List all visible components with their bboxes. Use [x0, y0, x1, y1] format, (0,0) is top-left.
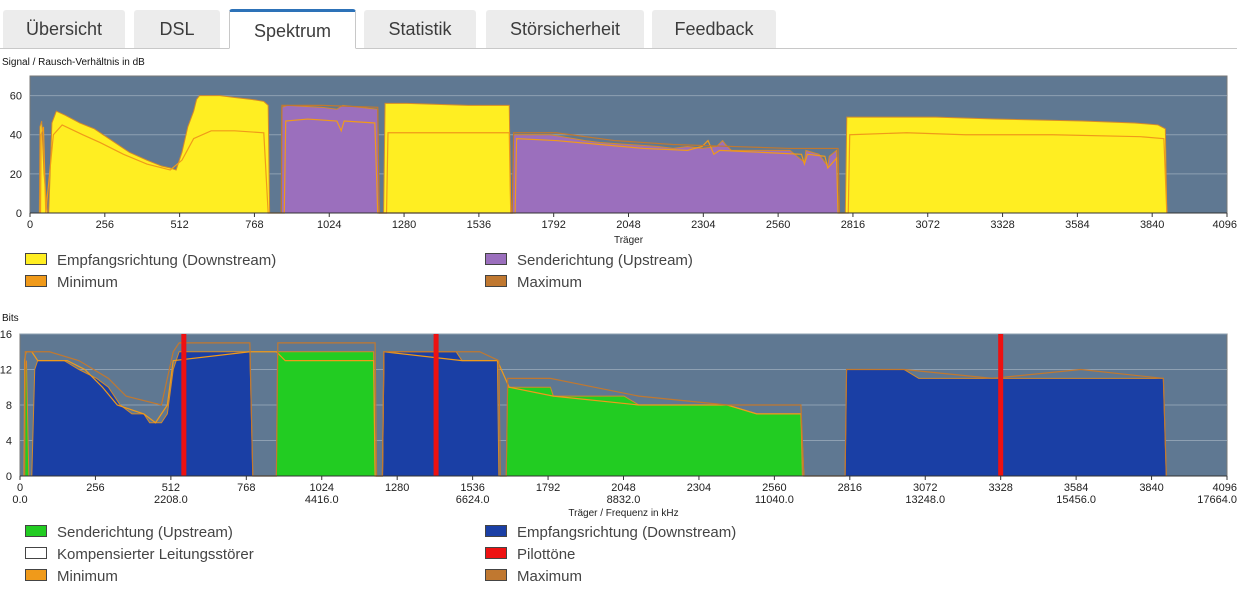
x-freq-tick-label: 11040.0 — [755, 494, 794, 506]
x-freq-tick-label: 4416.0 — [305, 494, 339, 506]
x-tick-label: 3328 — [988, 482, 1012, 494]
tab-dsl[interactable]: DSL — [134, 10, 220, 48]
bits-chart: 0 4 8 12 16 0 256 512 768 1024 1280 1536 1792 2048 230… — [0, 329, 1237, 519]
x-tick-label: 4096 — [1213, 219, 1237, 231]
x-tick-label: 1024 — [317, 219, 341, 231]
x-freq-tick-label: 8832.0 — [607, 494, 641, 506]
legend-label: Empfangsrichtung (Downstream) — [57, 252, 277, 269]
x-tick-label: 3840 — [1139, 482, 1163, 494]
x-tick-label: 3584 — [1064, 482, 1088, 494]
x-tick-label: 1536 — [460, 482, 484, 494]
x-tick-label: 1792 — [536, 482, 560, 494]
tab-bar: Übersicht DSL Spektrum Statistik Störsic… — [0, 0, 1237, 49]
tab-feedback[interactable]: Feedback — [652, 10, 776, 48]
legend-swatch — [25, 547, 47, 559]
tab-statistik[interactable]: Statistik — [364, 10, 476, 48]
x-tick-label: 1536 — [467, 219, 491, 231]
legend-swatch — [25, 525, 47, 537]
x-axis-title: Träger — [614, 235, 644, 246]
y-tick-label: 4 — [6, 436, 12, 448]
legend-swatch — [25, 569, 47, 581]
x-tick-label: 0 — [27, 219, 33, 231]
x-tick-label: 0 — [17, 482, 23, 494]
series-line — [23, 351, 805, 477]
x-tick-label: 256 — [86, 482, 104, 494]
legend-label: Pilottöne — [517, 546, 576, 563]
x-tick-label: 3840 — [1140, 219, 1164, 231]
legend-label: Empfangsrichtung (Downstream) — [517, 524, 737, 541]
x-tick-label: 2048 — [616, 219, 640, 231]
x-tick-label: 3072 — [916, 219, 940, 231]
x-tick-label: 3584 — [1065, 219, 1089, 231]
legend-label: Kompensierter Leitungsstörer — [57, 546, 254, 563]
x-tick-label: 768 — [245, 219, 263, 231]
x-tick-label: 512 — [162, 482, 180, 494]
x-tick-label: 512 — [170, 219, 188, 231]
bits-chart-title: Bits — [2, 313, 19, 324]
x-freq-tick-label: 13248.0 — [905, 494, 945, 506]
y-tick-label: 40 — [10, 130, 22, 142]
legend-label: Minimum — [57, 274, 118, 291]
x-axis-title: Träger / Frequenz in kHz — [568, 508, 678, 519]
x-freq-tick-label: 2208.0 — [154, 494, 188, 506]
x-tick-label: 2304 — [691, 219, 715, 231]
legend-label: Senderichtung (Upstream) — [57, 524, 233, 541]
series-area — [38, 95, 1168, 214]
x-tick-label: 768 — [237, 482, 255, 494]
x-tick-label: 256 — [96, 219, 114, 231]
legend-swatch — [485, 275, 507, 287]
series-line — [24, 342, 1167, 477]
series-area — [280, 104, 839, 214]
legend-swatch — [485, 525, 507, 537]
y-tick-label: 12 — [0, 365, 12, 377]
y-tick-label: 8 — [6, 400, 12, 412]
tab-spektrum[interactable]: Spektrum — [229, 9, 356, 49]
x-tick-label: 2560 — [766, 219, 790, 231]
x-freq-tick-label: 17664.0 — [1197, 494, 1237, 506]
x-tick-label: 1280 — [392, 219, 416, 231]
legend-swatch — [25, 275, 47, 287]
y-tick-label: 16 — [0, 329, 12, 341]
x-tick-label: 1792 — [541, 219, 565, 231]
x-tick-label: 2304 — [687, 482, 711, 494]
legend-label: Minimum — [57, 568, 118, 585]
snr-chart: 0 20 40 60 0 256 512 768 1024 1280 1536 1792 2048 230… — [10, 75, 1237, 246]
x-freq-tick-label: 6624.0 — [456, 494, 490, 506]
y-tick-label: 20 — [10, 169, 22, 181]
series-line — [280, 104, 841, 214]
legend-label: Maximum — [517, 568, 583, 585]
legend-label: Maximum — [517, 274, 583, 291]
x-tick-label: 2816 — [838, 482, 862, 494]
legend-swatch — [485, 253, 507, 265]
tab-stoersicherheit[interactable]: Störsicherheit — [486, 10, 644, 48]
x-tick-label: 1280 — [385, 482, 409, 494]
legend-label: Senderichtung (Upstream) — [517, 252, 693, 269]
tab-uebersicht[interactable]: Übersicht — [3, 10, 125, 48]
x-tick-label: 2816 — [841, 219, 865, 231]
x-freq-tick-label: 0.0 — [12, 494, 27, 506]
x-tick-label: 1024 — [310, 482, 334, 494]
legend-swatch — [25, 253, 47, 265]
x-tick-label: 2048 — [611, 482, 635, 494]
snr-chart-title: Signal / Rausch-Verhältnis in dB — [2, 57, 145, 68]
legend-swatch — [485, 547, 507, 559]
x-tick-label: 3328 — [990, 219, 1014, 231]
x-tick-label: 3072 — [913, 482, 937, 494]
y-tick-label: 0 — [16, 208, 22, 220]
x-tick-label: 2560 — [762, 482, 786, 494]
x-freq-tick-label: 15456.0 — [1056, 494, 1096, 506]
y-tick-label: 60 — [10, 91, 22, 103]
legend-swatch — [485, 569, 507, 581]
x-tick-label: 4096 — [1213, 482, 1237, 494]
series-line — [39, 118, 1168, 214]
y-tick-label: 0 — [6, 471, 12, 483]
